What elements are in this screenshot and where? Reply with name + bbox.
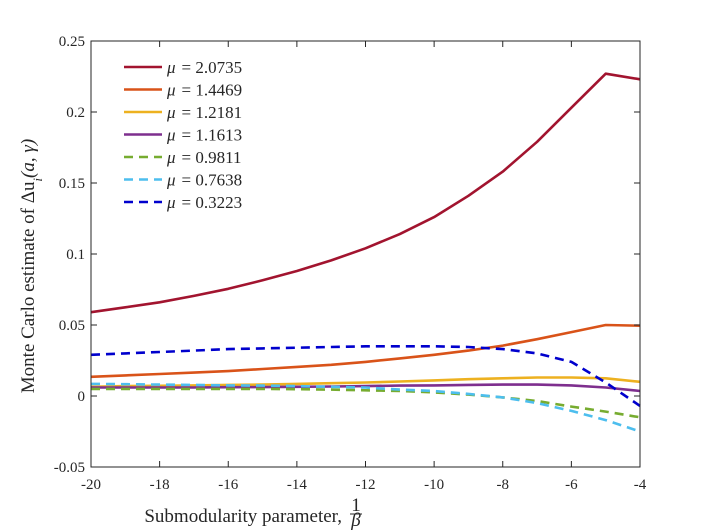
series-line-2 (90, 323, 641, 379)
legend-entry-5: μ = 0.9811 (166, 148, 242, 167)
legend-entry-3: μ = 1.2181 (166, 103, 242, 122)
legend-symbol: μ (166, 148, 176, 167)
legend-symbol: μ (166, 193, 176, 212)
legend-symbol: μ (166, 58, 176, 77)
legend-entry-7: μ = 0.3223 (166, 193, 242, 212)
legend-symbol: μ (166, 81, 176, 100)
y-axis-label-subscript: i (30, 178, 45, 182)
series-line-7 (90, 344, 641, 407)
x-tick-label: -16 (218, 477, 238, 493)
legend-value: = 1.1613 (182, 126, 243, 145)
x-tick-label: -14 (287, 477, 307, 493)
legend-entry-2: μ = 1.4469 (166, 81, 242, 100)
y-tick-label: 0.1 (66, 247, 85, 263)
x-tick-label: -4 (634, 477, 647, 493)
legend: μ = 2.0735 μ = 1.4469 μ = 1.2181 μ = 1.1613 μ = 0… (124, 58, 242, 212)
x-tick-label: -18 (150, 477, 170, 493)
legend-value: = 0.3223 (182, 193, 243, 212)
legend-value: = 0.7638 (182, 171, 243, 190)
x-tick-label: -10 (424, 477, 444, 493)
axes-layer: -20 -18 -16 -14 -12 -10 -8 -6 -4 -0.05 0 0.05 0.1 0.1… (54, 34, 647, 493)
series-line-6 (90, 382, 641, 433)
x-axis-fraction-numerator: 1 (351, 495, 361, 516)
x-tick-label: -6 (565, 477, 578, 493)
legend-value: = 1.4469 (182, 81, 243, 100)
plot-background (91, 41, 640, 467)
y-tick-label: 0 (78, 389, 86, 405)
legend-value: = 1.2181 (182, 103, 243, 122)
series-layer (90, 72, 641, 433)
y-axis-label-main: Monte Carlo estimate of Δu (18, 181, 39, 393)
y-tick-label: 0.2 (66, 105, 85, 121)
y-axis-label-args: (a, γ) (18, 139, 39, 178)
legend-entry-4: μ = 1.1613 (166, 126, 242, 145)
y-tick-label: 0.15 (59, 176, 85, 192)
y-tick-label: -0.05 (54, 460, 85, 476)
x-tick-label: -8 (497, 477, 510, 493)
legend-value: = 0.9811 (182, 148, 242, 167)
legend-entry-1: μ = 2.0735 (166, 58, 242, 77)
y-axis-title: Monte Carlo estimate of Δui(a, γ) (18, 139, 45, 393)
x-axis-fraction-denominator: β (350, 510, 361, 530)
x-tick-label: -12 (356, 477, 376, 493)
legend-entry-6: μ = 0.7638 (166, 171, 242, 190)
y-tick-label: 0.25 (59, 34, 85, 50)
x-axis-title: Submodularity parameter, 1 β (144, 495, 362, 530)
series-line-4 (91, 383, 641, 393)
plot-area (91, 41, 640, 467)
legend-symbol: μ (166, 126, 176, 145)
y-tick-label: 0.05 (59, 318, 85, 334)
series-line-5 (91, 387, 641, 419)
legend-symbol: μ (166, 171, 176, 190)
series-line-1 (90, 72, 641, 314)
y-axis-label: Monte Carlo estimate of Δui(a, γ) (18, 139, 45, 393)
x-axis-label: Submodularity parameter, (144, 506, 342, 527)
legend-value: = 2.0735 (182, 58, 243, 77)
x-tick-label: -20 (81, 477, 101, 493)
legend-symbol: μ (166, 103, 176, 122)
